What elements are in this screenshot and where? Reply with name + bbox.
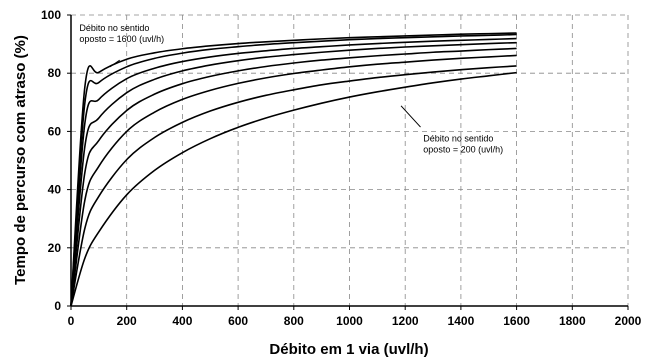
- x-tick-label: 600: [228, 314, 248, 328]
- x-tick-label: 200: [117, 314, 137, 328]
- x-tick-label: 400: [172, 314, 192, 328]
- annotation-line: Débito no sentido: [79, 23, 149, 33]
- y-tick-label: 20: [48, 241, 62, 255]
- x-tick-label: 800: [284, 314, 304, 328]
- annotations: Débito no sentido oposto = 1600 (uvl/h)Dé…: [79, 23, 503, 155]
- annotation-arrow-2: [400, 105, 421, 128]
- y-tick-label: 0: [54, 299, 61, 313]
- x-tick-label: 1000: [336, 314, 363, 328]
- annotation-line: oposto = 1600 (uvl/h): [79, 34, 164, 44]
- series-group: [70, 32, 517, 307]
- annotation-text-2: Débito no sentido oposto = 200 (uvl/h): [423, 134, 503, 155]
- annotation-line: Débito no sentido: [423, 134, 493, 144]
- series-line-2: [70, 33, 517, 307]
- series-line-5: [70, 47, 517, 307]
- tick-labels: 0 200 400 600 800 1000 1200 1400 1600 1800 2000 0 20…: [41, 8, 642, 328]
- x-tick-label: 1800: [559, 314, 586, 328]
- series-line-3: [70, 37, 517, 307]
- series-line-7: [70, 65, 517, 307]
- x-tick-label: 1600: [503, 314, 530, 328]
- annotation-text-1: Débito no sentido oposto = 1600 (uvl/h): [79, 23, 164, 44]
- y-tick-label: 100: [41, 8, 61, 22]
- x-tick-label: 0: [68, 314, 75, 328]
- series-line-6: [70, 54, 517, 307]
- y-tick-label: 60: [48, 124, 62, 138]
- annotation-arrow-1: [109, 59, 121, 68]
- series-line-8: [70, 71, 517, 307]
- series-line-4: [70, 41, 517, 307]
- y-axis-label: Tempo de percurso com atraso (%): [12, 35, 29, 285]
- x-axis-label: Débito em 1 via (uvl/h): [269, 341, 428, 357]
- series-line-1: [70, 32, 517, 307]
- y-tick-label: 80: [48, 66, 62, 80]
- y-tick-label: 40: [48, 183, 62, 197]
- x-tick-label: 1200: [392, 314, 419, 328]
- axes: [67, 14, 629, 310]
- x-tick-label: 1400: [448, 314, 475, 328]
- x-tick-label: 2000: [615, 314, 642, 328]
- annotation-line: oposto = 200 (uvl/h): [423, 145, 503, 155]
